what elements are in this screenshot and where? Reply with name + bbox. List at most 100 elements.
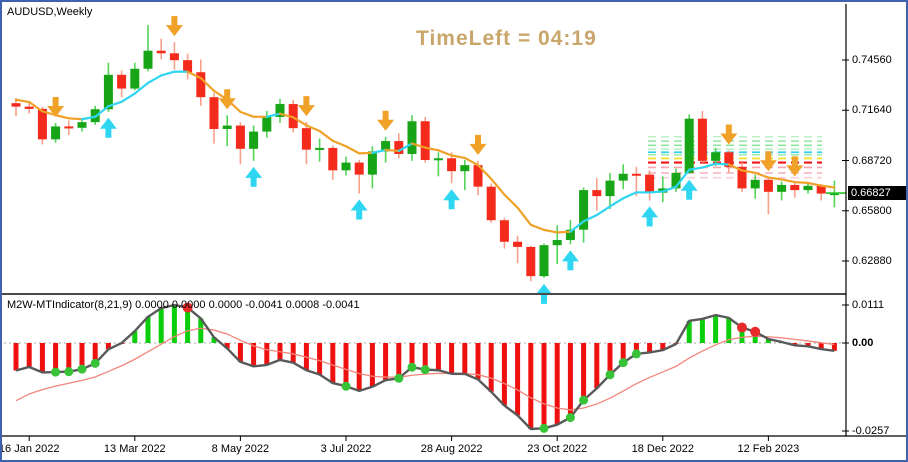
- bull-candle: [130, 68, 140, 89]
- bull-candle: [433, 158, 443, 161]
- bull-candle: [750, 179, 760, 189]
- ma-line-segment: [806, 181, 823, 187]
- price-axis-label: 0.68720: [852, 154, 892, 167]
- price-axis-label: 0.62880: [852, 255, 892, 267]
- price-axis-label: 0.65800: [852, 204, 892, 217]
- bear-candle: [697, 118, 707, 161]
- ma-line-segment: [14, 98, 31, 104]
- buy-dot: [64, 367, 74, 377]
- ma-line-segment: [160, 70, 176, 77]
- histogram-bar: [264, 343, 270, 365]
- date-axis-label: 28 Aug 2022: [420, 443, 483, 455]
- bear-candle: [301, 128, 311, 150]
- ma-line-segment: [608, 197, 625, 208]
- ma-line-segment: [371, 148, 387, 154]
- histogram-bar: [607, 343, 613, 375]
- date-axis-label: 16 Jan 2022: [0, 443, 60, 455]
- histogram-bar: [369, 343, 375, 387]
- histogram-bar: [224, 343, 230, 349]
- indicator-values-label: M2W-MTIndicator(8,21,9) 0.0000 0.0000 0.…: [7, 299, 360, 311]
- date-axis-label: 3 Jul 2022: [320, 443, 372, 455]
- bear-candle: [486, 186, 496, 221]
- ma-line-segment: [28, 100, 44, 113]
- price-axis-label: 0.71640: [852, 104, 892, 117]
- bull-candle: [671, 172, 681, 189]
- ma-line-segment: [41, 110, 57, 117]
- bear-candle: [420, 121, 430, 160]
- bear-candle: [117, 74, 127, 89]
- bear-candle: [394, 141, 404, 154]
- current-price-badge: 0.66827: [848, 186, 906, 201]
- ma-line-segment: [107, 100, 123, 108]
- date-axis-label: 8 May 2022: [211, 443, 270, 455]
- ma-line-segment: [556, 230, 572, 234]
- ma-line-segment: [569, 220, 585, 233]
- ma-line-segment: [661, 185, 678, 193]
- bull-candle: [381, 141, 391, 152]
- buy-dot: [341, 381, 351, 391]
- sell-arrow-icon: [47, 96, 65, 117]
- ma-line-segment: [516, 206, 532, 226]
- buy-arrow-icon: [641, 206, 659, 227]
- bull-candle: [262, 116, 272, 132]
- histogram-bar: [449, 343, 455, 374]
- indicator-signal-line: [15, 327, 835, 411]
- bear-candle: [592, 190, 602, 197]
- panel-separator[interactable]: [2, 293, 846, 295]
- bear-candle: [235, 125, 245, 149]
- ma-line-segment: [186, 70, 202, 80]
- bull-candle: [684, 118, 694, 173]
- histogram-bar: [237, 343, 243, 362]
- ma-line-segment: [437, 149, 453, 157]
- date-axis-label: 18 Dec 2022: [631, 443, 694, 455]
- bear-candle: [645, 174, 655, 193]
- ma-line-segment: [410, 142, 427, 149]
- ma-line-segment: [648, 190, 664, 194]
- buy-dot: [420, 365, 430, 375]
- histogram-bar: [251, 343, 257, 367]
- histogram-bar: [343, 343, 349, 387]
- bear-candle: [790, 184, 800, 191]
- ma-line-segment: [582, 213, 598, 223]
- bull-candle: [315, 147, 325, 150]
- ma-line-segment: [424, 146, 440, 152]
- histogram-bar: [752, 331, 758, 343]
- histogram-bar: [290, 343, 296, 363]
- price-axis[interactable]: [847, 2, 906, 436]
- sell-arrow-icon: [165, 16, 183, 37]
- buy-arrow-icon: [535, 283, 553, 304]
- ma-line-segment: [450, 154, 466, 160]
- bear-candle: [447, 158, 457, 172]
- histogram-bar: [53, 343, 59, 373]
- histogram-bar: [211, 337, 217, 343]
- ma-line-segment: [54, 114, 70, 120]
- buy-dot: [407, 362, 417, 372]
- bull-candle: [367, 151, 377, 175]
- sell-arrow-icon: [759, 151, 777, 172]
- histogram-bar: [515, 343, 521, 416]
- ma-line-segment: [820, 184, 836, 189]
- ma-line-segment: [265, 112, 282, 118]
- bull-candle: [249, 131, 259, 149]
- bull-candle: [552, 240, 562, 246]
- ma-line-segment: [542, 228, 559, 234]
- histogram-bar: [462, 343, 468, 374]
- bear-candle: [737, 166, 747, 189]
- ma-line-segment: [740, 169, 757, 174]
- ma-line-segment: [133, 81, 150, 95]
- buy-dot: [631, 349, 641, 359]
- bear-candle: [183, 60, 193, 73]
- bear-candle: [763, 179, 773, 192]
- buy-dot: [605, 370, 615, 380]
- ma-line-segment: [727, 163, 744, 172]
- ma-line-segment: [67, 117, 84, 121]
- price-axis-label: 0.74560: [852, 54, 892, 66]
- bull-candle: [77, 122, 87, 128]
- histogram-bar: [145, 316, 151, 343]
- ma-line-segment: [780, 178, 796, 184]
- ma-line-segment: [688, 166, 704, 171]
- histogram-bar: [765, 339, 771, 343]
- histogram-bar: [66, 343, 72, 372]
- ma-line-segment: [793, 180, 810, 185]
